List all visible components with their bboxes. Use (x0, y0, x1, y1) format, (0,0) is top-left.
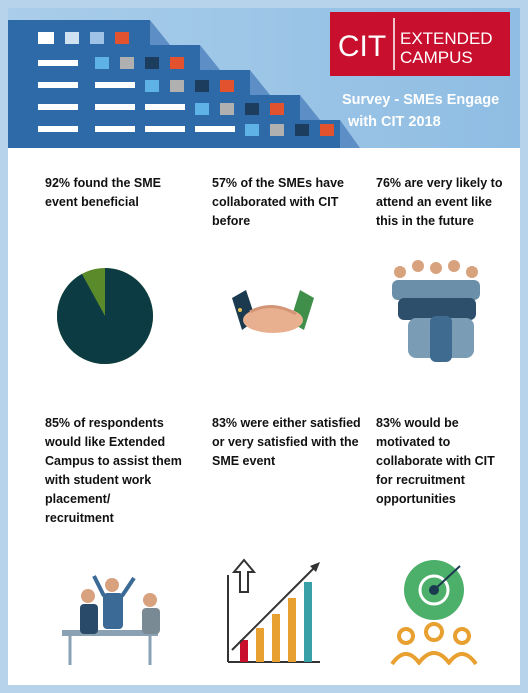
stat-text: Campus to assist them (45, 454, 182, 468)
stat-text: recruitment (45, 511, 115, 525)
stat-text: this in the future (376, 214, 474, 228)
stat-text: or very satisfied with the (212, 435, 359, 449)
stat-text: SME event (212, 454, 276, 468)
stat-text: with student work (44, 473, 151, 487)
stat-text: 92% found the SME (45, 176, 161, 190)
stat-text: placement/ (45, 492, 111, 506)
stat-text: 83% would be (376, 416, 459, 430)
pie-slice (57, 268, 154, 364)
stat-text: 83% were either satisfied (212, 416, 361, 430)
stat-text: 57% of the SMEs have (212, 176, 344, 190)
stat-text: 76% are very likely to (376, 176, 503, 190)
stat-text: collaborate with CIT (376, 454, 495, 468)
survey-title: Survey - SMEs Engage (342, 92, 499, 108)
handshake-icon (232, 290, 314, 333)
stat-text: motivated to (376, 435, 451, 449)
survey-title: with CIT 2018 (347, 114, 441, 130)
crowd-icon (392, 260, 480, 362)
stat-text: for recruitment (376, 473, 466, 487)
windows (38, 32, 334, 136)
logo-box (330, 12, 510, 76)
stat-text: before (212, 214, 250, 228)
growth-chart-icon (227, 558, 320, 663)
stat-text: would like Extended (44, 435, 165, 449)
logo-line: EXTENDED (400, 29, 493, 48)
logo-mark: CIT (338, 30, 386, 63)
stat-text: event beneficial (45, 195, 139, 209)
meeting-icon (62, 575, 160, 665)
stat-text: collaborated with CIT (212, 195, 339, 209)
stat-text: 85% of respondents (45, 416, 164, 430)
target-icon (390, 560, 478, 666)
stat-text: attend an event like (376, 195, 492, 209)
logo-line: CAMPUS (400, 48, 473, 67)
stat-text: opportunities (376, 492, 456, 506)
